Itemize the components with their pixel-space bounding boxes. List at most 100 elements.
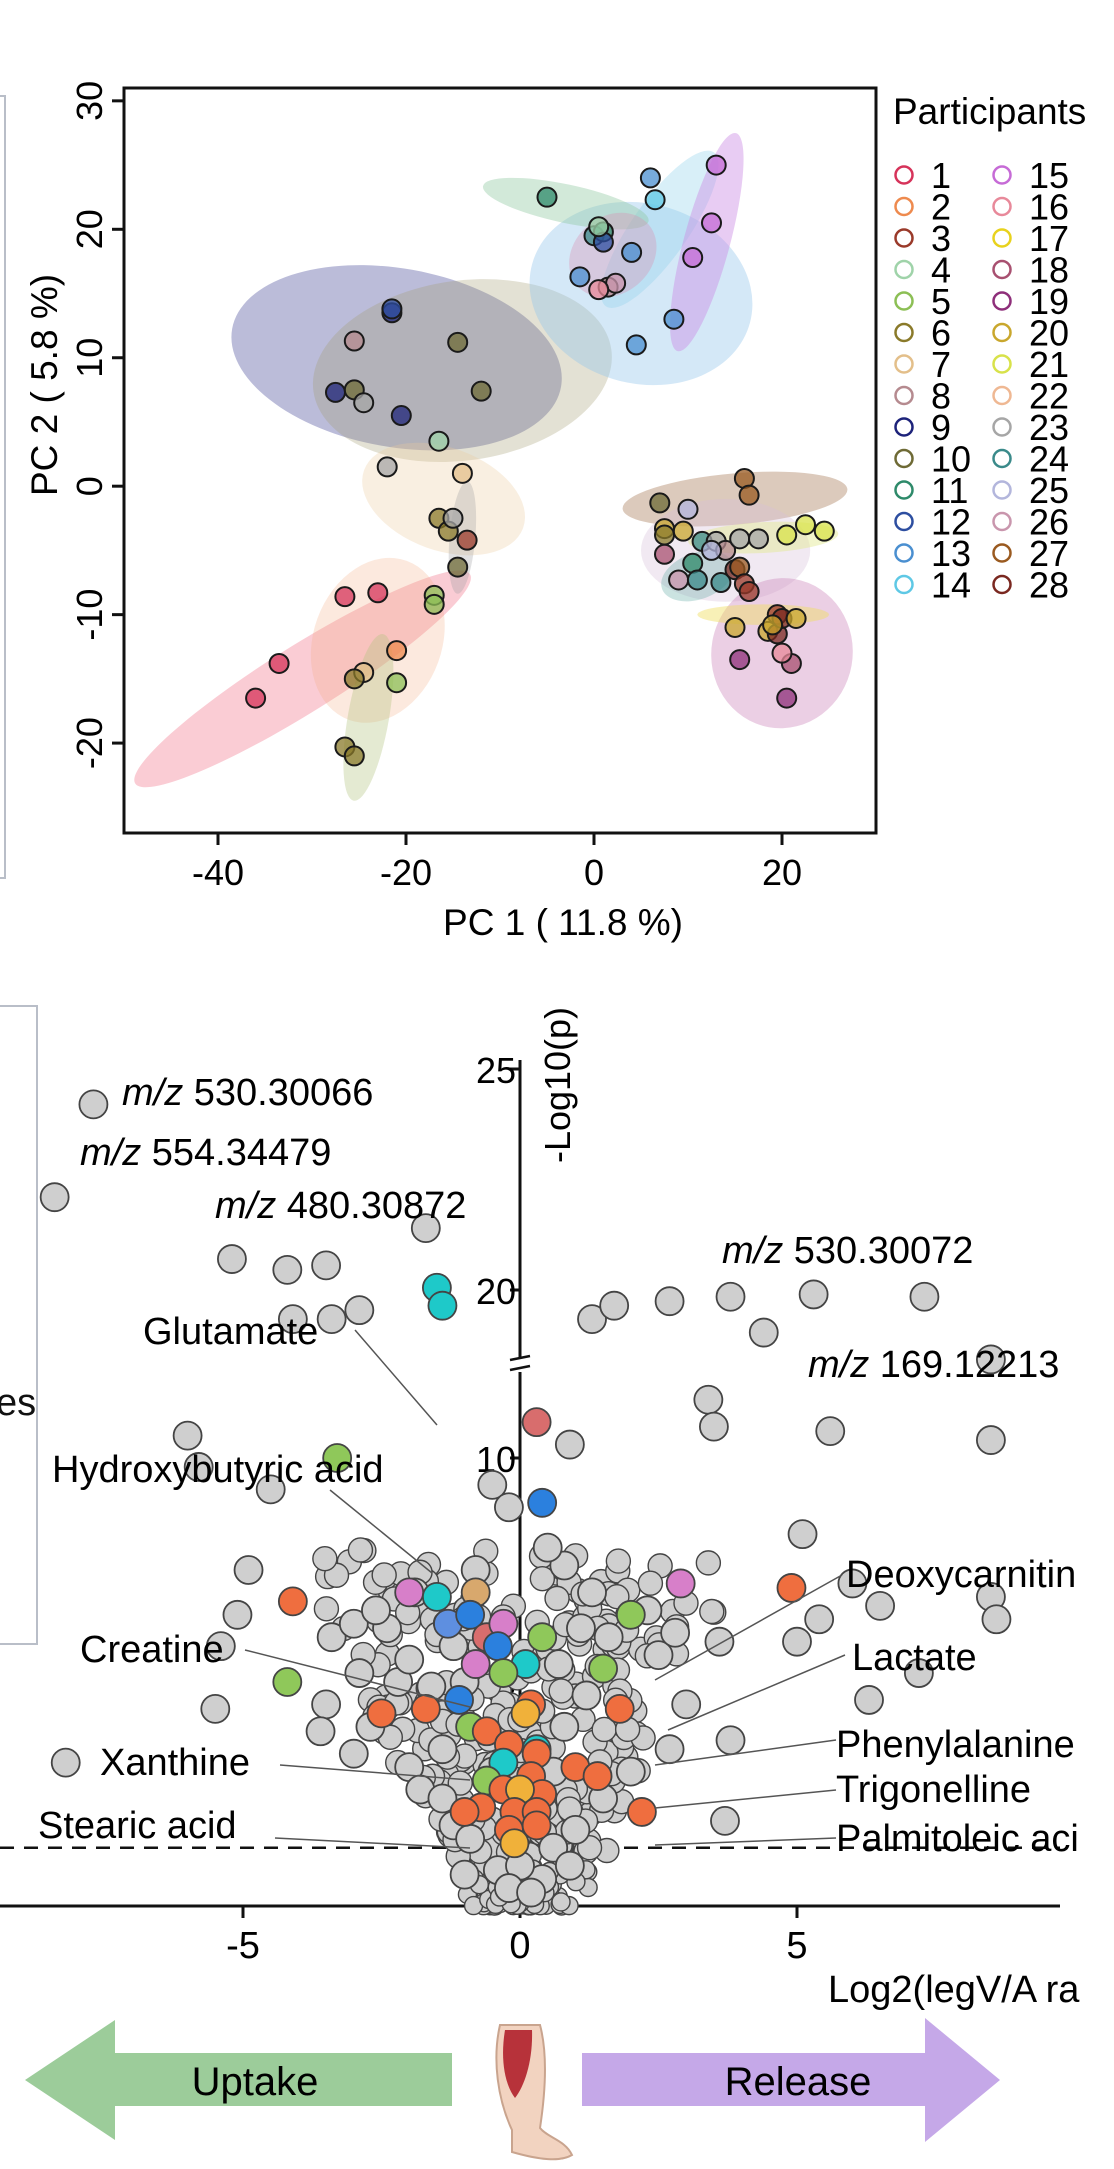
feature-point [39,1182,70,1213]
pca-axes: -40 -20 0 20 -20 -10 0 10 20 30 [69,81,878,893]
feature-point [277,1304,308,1335]
feature-point [671,1689,702,1720]
feature-point [344,1658,375,1688]
legend-label: 11 [931,470,968,511]
feature-point [548,1678,574,1704]
annotated-feature-point [471,1716,502,1747]
pca-scatter-plot: PC 1 ( 11.8 %) PC 2 ( 5.8 %) Participant… [24,81,1086,943]
pca-legend-title: Participants [893,91,1086,132]
feature-point [316,1622,347,1653]
participant-point [447,556,469,578]
feature-point [798,1279,829,1310]
participant-point [470,380,492,402]
annotated-feature-point [366,1698,397,1729]
participant-point [376,456,398,478]
legend-marker [992,448,1012,469]
participant-point [353,392,375,414]
feature-point [529,1565,556,1592]
x-tick-label: 0 [509,1925,530,1967]
participant-point [569,266,591,288]
feature-point [217,1244,247,1274]
feature-point [615,1756,646,1787]
feature-point [782,1626,812,1657]
feature-point [654,1734,685,1765]
annotated-feature-point [588,1653,618,1684]
mz-label: m/z 169.12213 [808,1344,1059,1386]
feature-point [699,1411,729,1442]
annotated-feature-point [394,1577,425,1608]
feature-point [554,1850,585,1881]
participant-point [771,642,793,664]
participant-point [456,529,478,551]
feature-point [311,1689,342,1720]
legend-label: 15 [1029,155,1069,196]
participant-point [663,308,685,330]
feature-point [532,1532,563,1563]
x-tick-label: -20 [380,852,432,893]
confidence-ellipse [134,570,471,788]
release-arrow [582,2018,1000,2142]
legend-label: 12 [931,502,971,543]
annotated-feature-point [615,1599,646,1630]
metabolite-label: Trigonelline [836,1769,1031,1811]
mz-label: m/z 530.30066 [122,1072,373,1114]
confidence-ellipse [529,201,753,386]
axis-break-mark [509,1364,531,1372]
annotated-feature-point [277,1586,308,1617]
annotated-feature-point [421,1581,452,1612]
participant-point [588,216,610,238]
metabolite-label: Hydroxybutyric acid [52,1449,384,1491]
feature-point [477,1469,508,1500]
legend-marker [894,385,914,406]
y-tick-label: 30 [69,81,110,121]
legend-label: 10 [931,439,971,480]
label-leader-line [654,1837,837,1846]
feature-point [693,1384,724,1415]
pca-xlabel: PC 1 ( 11.8 %) [443,902,683,943]
legend-marker [894,291,914,311]
legend-label: 28 [1029,565,1069,606]
x-tick-label: 0 [584,852,604,893]
legend-label: 26 [1029,502,1069,543]
participant-point [701,539,722,561]
confidence-ellipse [231,265,562,451]
participant-point [729,649,751,671]
label-leader-line [654,1789,837,1809]
volcano-labels: Glutamate Hydroxybutyric acid Creatine Xant… [38,1072,1079,1860]
confidence-ellipse [601,150,719,308]
legend-label: 13 [931,533,971,574]
feature-point [637,1570,664,1596]
participant-point [748,528,769,550]
legend-label: 6 [931,313,951,354]
label-leader-line [279,1764,471,1781]
legend-label: 17 [1029,218,1069,259]
legend-label: 18 [1029,250,1069,291]
pca-frame [122,86,878,835]
legend-marker [992,259,1012,280]
feature-point [854,1685,884,1715]
pca-legend: 1234567891011121314151617181920212223242… [894,155,1069,606]
feature-point [704,1626,735,1657]
feature-point [551,1892,571,1912]
feature-point [577,1577,607,1608]
direction-arrows: Uptake Release [25,2018,1000,2161]
feature-point [815,1416,846,1447]
annotated-feature-point [499,1828,530,1859]
uptake-label: Uptake [192,2060,319,2104]
feature-point [695,1550,722,1576]
label-leader-line [244,1649,471,1708]
participant-point [386,672,408,694]
participant-point [710,572,732,594]
x-tick-label: 20 [762,852,802,893]
feature-point [909,1281,940,1312]
annotated-feature-point [455,1599,486,1630]
feature-point [427,1783,458,1814]
legend-marker [992,291,1012,311]
feature-point [577,1304,607,1335]
uptake-arrow [25,2020,452,2140]
participant-point [639,167,661,189]
feature-point [313,1596,340,1622]
annotated-feature-point [427,1290,458,1321]
legend-label: 27 [1029,533,1069,574]
annotated-feature-point [272,1667,303,1697]
